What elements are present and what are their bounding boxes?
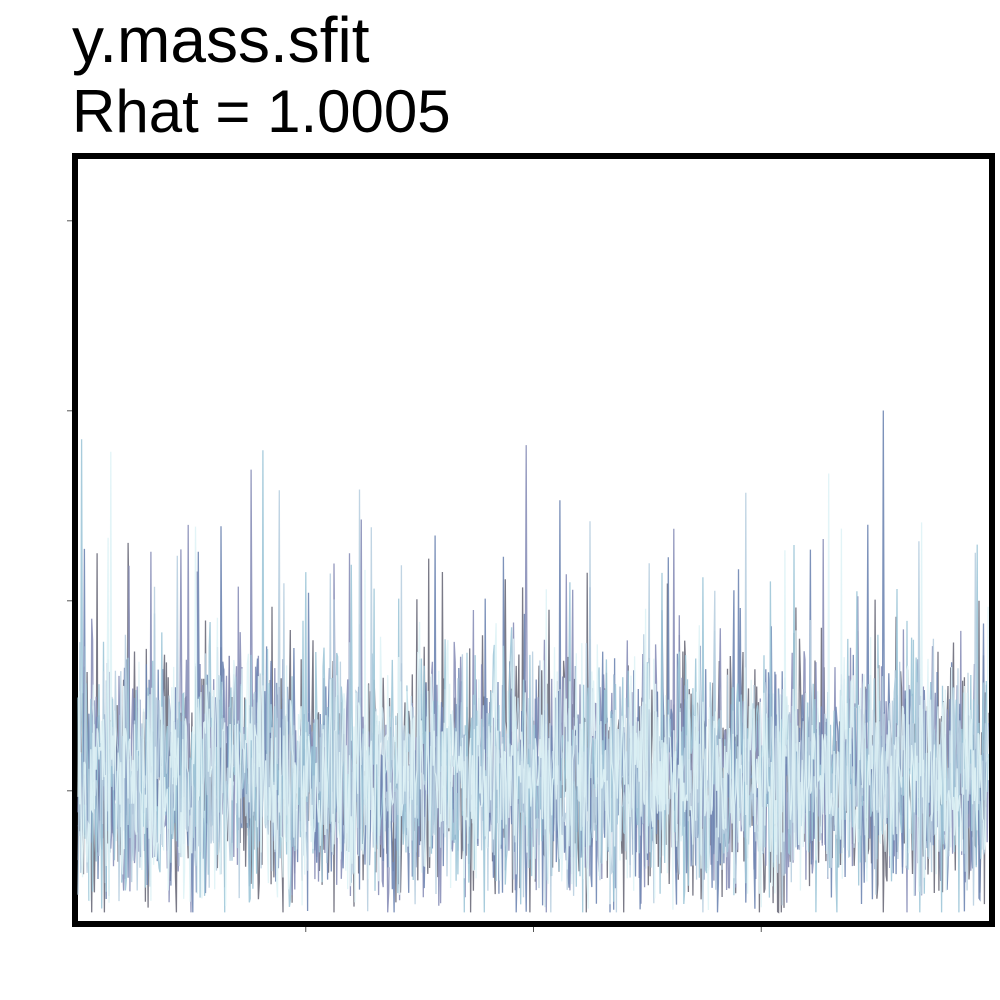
chart-subtitle: Rhat = 1.0005 — [72, 78, 451, 145]
y-axis-ticks — [67, 220, 72, 792]
x-axis-ticks — [305, 927, 762, 932]
chain-6-trace — [77, 451, 989, 911]
chart-title: y.mass.sfit — [72, 4, 370, 76]
series-layer — [77, 410, 989, 914]
